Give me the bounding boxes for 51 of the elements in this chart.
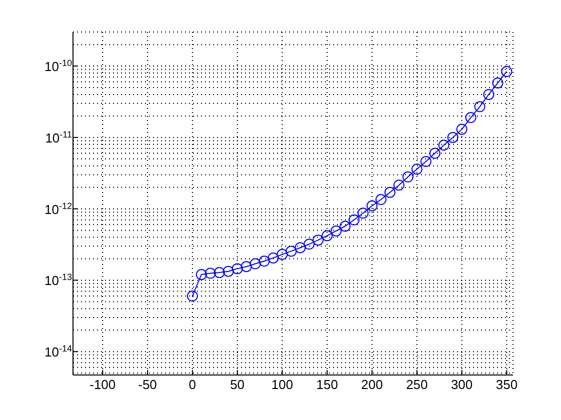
point — [483, 88, 494, 100]
point — [348, 214, 360, 226]
x-tick-label: -50 — [138, 377, 157, 392]
x-tick-label: 100 — [271, 377, 294, 392]
point — [312, 234, 324, 246]
point — [411, 164, 422, 175]
point — [232, 263, 243, 274]
x-tick-label: 250 — [406, 377, 428, 392]
point — [358, 208, 369, 219]
point — [286, 246, 297, 257]
x-tick-label: 300 — [450, 377, 473, 392]
point — [186, 290, 198, 302]
point — [456, 124, 468, 135]
point — [276, 248, 288, 260]
point — [250, 258, 261, 270]
y-tick-label: 10$^{-11}$ — [45, 129, 72, 146]
x-tick-label: 0 — [188, 377, 196, 392]
point — [258, 256, 270, 267]
point — [376, 194, 386, 206]
point — [402, 171, 414, 182]
point — [429, 148, 440, 159]
x-tick-label: 50 — [230, 377, 245, 392]
point — [304, 238, 315, 250]
point — [474, 101, 486, 112]
point — [240, 261, 252, 272]
point — [393, 180, 404, 191]
point — [204, 268, 216, 279]
point — [492, 77, 504, 88]
point — [222, 266, 234, 277]
point — [322, 230, 333, 242]
point — [340, 220, 351, 232]
point — [330, 225, 342, 236]
x-tick-label: 200 — [361, 377, 383, 392]
point — [384, 186, 396, 198]
point — [420, 156, 432, 168]
x-tick-label: 350 — [496, 377, 518, 392]
point — [294, 242, 306, 254]
point — [447, 132, 458, 143]
y-tick-label: 10$^{-10}$ — [44, 58, 72, 74]
point — [366, 200, 378, 212]
y-tick-label: 10$^{-12}$ — [44, 200, 72, 217]
x-tick-label: -100 — [90, 377, 116, 392]
point — [501, 66, 512, 77]
point — [214, 267, 225, 278]
point — [196, 269, 207, 280]
y-tick-label: 10$^{-14}$ — [44, 344, 72, 360]
point — [465, 112, 476, 124]
y-tick-label: 10$^{-13}$ — [44, 272, 72, 288]
point — [438, 140, 450, 151]
point — [268, 252, 279, 264]
x-tick-label: 150 — [316, 377, 338, 392]
